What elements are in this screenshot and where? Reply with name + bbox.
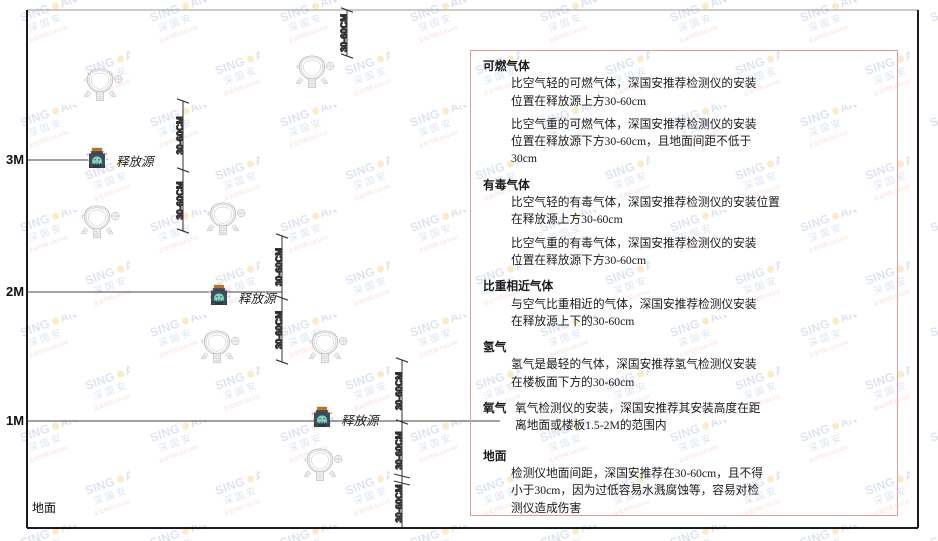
svg-text:30-60CM: 30-60CM bbox=[175, 116, 185, 154]
svg-text:30-60CM: 30-60CM bbox=[339, 14, 349, 52]
svg-text:30-60CM: 30-60CM bbox=[394, 431, 404, 469]
svg-text:30-60CM: 30-60CM bbox=[394, 372, 404, 410]
svg-text:30-60CM: 30-60CM bbox=[274, 311, 284, 349]
svg-text:30-60CM: 30-60CM bbox=[175, 181, 185, 219]
svg-text:30-60CM: 30-60CM bbox=[394, 484, 404, 522]
svg-text:30-60CM: 30-60CM bbox=[274, 248, 284, 286]
